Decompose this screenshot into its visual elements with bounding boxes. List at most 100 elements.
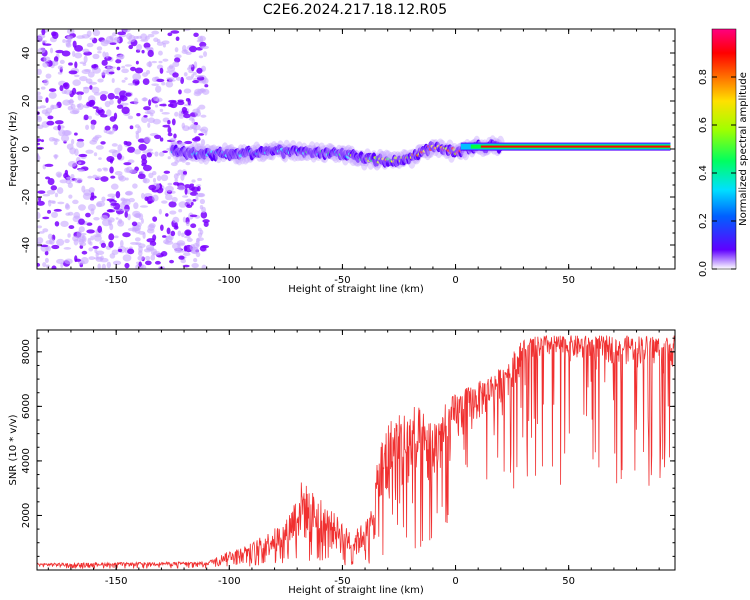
noise-blob: [82, 86, 90, 90]
noise-blob: [49, 238, 55, 245]
noise-blob: [162, 124, 171, 128]
noise-blob: [115, 59, 122, 64]
noise-blob: [88, 247, 94, 252]
bottom-y-tick-label: 2000: [21, 503, 32, 528]
noise-blob: [74, 74, 80, 78]
noise-blob: [86, 30, 92, 37]
noise-blob: [198, 133, 205, 136]
noise-blob: [100, 90, 109, 95]
noise-blob: [147, 49, 154, 58]
top-x-tick-label: -50: [334, 275, 350, 286]
noise-blob: [100, 39, 109, 47]
noise-blob: [127, 115, 134, 120]
noise-blob: [170, 30, 180, 34]
noise-blob: [148, 184, 157, 191]
noise-blob: [37, 225, 43, 229]
noise-blob: [87, 203, 96, 212]
noise-blob: [60, 134, 70, 142]
noise-blob: [44, 250, 49, 256]
noise-blob: [192, 199, 197, 202]
noise-blob: [142, 78, 150, 85]
noise-blob: [37, 115, 43, 123]
noise-blob: [37, 142, 41, 146]
noise-blob: [127, 227, 136, 232]
noise-blob: [40, 86, 46, 90]
noise-blob: [67, 161, 77, 167]
noise-blob: [80, 232, 87, 236]
noise-blob: [142, 178, 150, 184]
noise-blob: [182, 216, 187, 223]
noise-blob: [154, 134, 162, 139]
noise-blob: [166, 77, 175, 80]
noise-blob: [122, 254, 132, 262]
noise-blob: [53, 208, 62, 212]
noise-blob: [186, 198, 192, 204]
noise-blob: [106, 155, 115, 163]
noise-blob: [177, 185, 186, 191]
noise-blob: [85, 212, 91, 218]
noise-blob: [44, 257, 49, 263]
top-y-tick-label: 40: [21, 47, 32, 60]
noise-blob: [45, 176, 51, 180]
noise-blob: [87, 71, 95, 78]
noise-blob: [116, 104, 124, 109]
noise-blob: [158, 151, 165, 157]
noise-blob: [95, 145, 104, 150]
noise-blob: [152, 234, 157, 241]
noise-blob: [116, 46, 120, 50]
noise-blob: [56, 258, 65, 264]
noise-blob: [68, 62, 73, 66]
noise-blob: [134, 237, 141, 242]
noise-blob: [162, 58, 169, 62]
noise-blob: [156, 175, 162, 182]
noise-blob: [137, 173, 146, 180]
noise-blob: [100, 176, 109, 182]
noise-blob: [89, 197, 95, 201]
noise-blob: [72, 79, 81, 87]
noise-blob: [143, 114, 148, 118]
noise-blob: [82, 48, 90, 53]
noise-blob: [90, 235, 95, 241]
noise-blob: [190, 123, 197, 129]
colorbar-label: Normalized spectral amplitude: [738, 72, 749, 226]
top-axes: -150 -100 -50 0 50 -40 -20 0 20 40: [21, 28, 675, 286]
noise-blob: [106, 109, 112, 117]
noise-blob: [74, 132, 78, 136]
noise-blob: [182, 195, 189, 198]
noise-blob: [111, 78, 115, 83]
noise-blob: [55, 49, 64, 54]
noise-blob: [47, 200, 56, 203]
noise-blob: [119, 90, 128, 98]
noise-blob: [93, 217, 100, 221]
noise-blob: [48, 91, 57, 99]
noise-blob: [155, 104, 159, 108]
noise-blob: [201, 264, 207, 269]
noise-blob: [198, 104, 206, 110]
noise-blob: [178, 201, 188, 208]
noise-blob: [66, 143, 74, 150]
noise-blob: [97, 168, 103, 172]
noise-blob: [200, 138, 206, 146]
noise-blob: [152, 251, 161, 256]
noise-blob: [97, 108, 105, 116]
noise-blob: [76, 91, 84, 96]
noise-blob: [191, 118, 195, 124]
noise-blob: [172, 61, 180, 68]
trace-peak: [386, 157, 391, 161]
noise-blob: [135, 213, 141, 219]
noise-blob: [65, 202, 70, 209]
noise-blob: [172, 72, 179, 78]
noise-blob: [131, 221, 138, 227]
noise-blob: [91, 64, 97, 69]
noise-blob: [89, 85, 93, 90]
noise-blob: [108, 71, 115, 75]
noise-blob: [73, 211, 81, 219]
noise-blob: [86, 42, 94, 48]
noise-blob: [108, 241, 114, 248]
noise-blob: [200, 126, 209, 134]
noise-blob: [141, 97, 148, 102]
noise-blob: [67, 233, 71, 238]
steady-line-core: [480, 145, 671, 148]
noise-blob: [78, 218, 85, 225]
noise-blob: [197, 192, 206, 198]
